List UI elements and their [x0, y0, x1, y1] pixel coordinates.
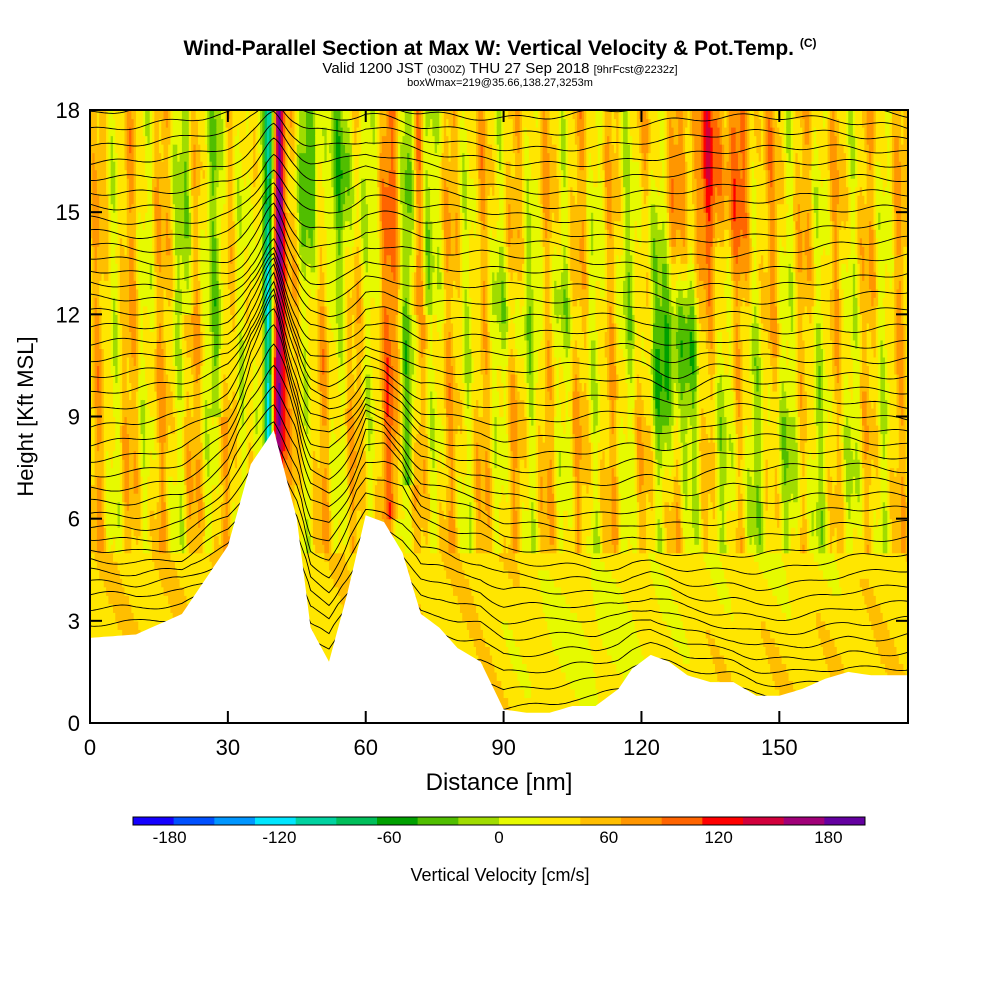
cross-section-chart: 0 30 60 90 120 1500369121518Distance [nm]Heig… — [0, 0, 1000, 1000]
